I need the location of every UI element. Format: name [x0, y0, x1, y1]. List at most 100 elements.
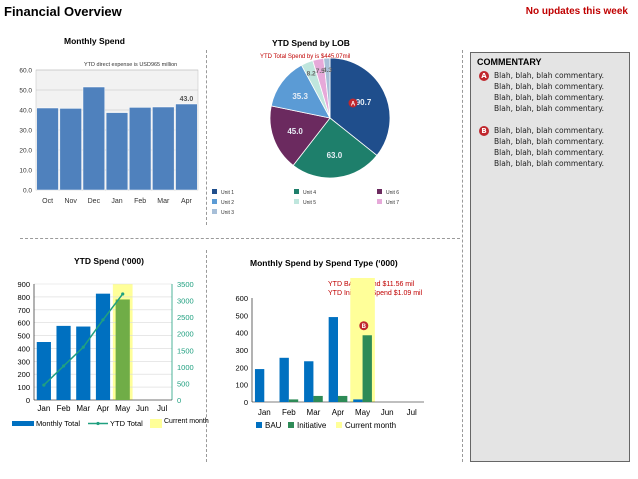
y-tick-label: 60.0	[19, 68, 32, 75]
bar	[76, 326, 91, 400]
x-tick-label: Mar	[76, 404, 90, 413]
legend-label: Monthly Total	[36, 419, 80, 428]
pie-slice	[269, 105, 331, 166]
x-tick-label: Mar	[307, 408, 321, 417]
x-tick-label: Jan	[111, 198, 122, 205]
commentary-panel: COMMENTARY A Blah, blah, blah commentary…	[470, 52, 630, 462]
y2-tick-label: 2500	[177, 313, 194, 322]
bar	[95, 293, 111, 400]
y-tick-label: 30.0	[19, 128, 32, 135]
slice-label: 7.5	[316, 68, 325, 75]
y-tick-label: 0	[244, 398, 248, 407]
legend-swatch	[336, 422, 342, 428]
line-point	[101, 318, 105, 322]
y2-tick-label: 1500	[177, 346, 194, 355]
legend-label: Unit 1	[221, 190, 234, 196]
y-tick-label: 400	[17, 344, 30, 353]
bar	[313, 395, 323, 402]
ytd-spend-lob-chart: YTD Spend by LOB YTD Total Spend by is $4…	[212, 38, 399, 216]
y-tick-label: 400	[235, 329, 248, 338]
y-tick-label: 700	[17, 306, 30, 315]
y-tick-label: 900	[17, 280, 30, 289]
chart-subtitle: YTD direct expense is USD965 million	[84, 62, 177, 68]
divider-bottom-vertical	[206, 250, 207, 462]
y-tick-label: 10.0	[19, 168, 32, 175]
legend-label: Unit 7	[386, 200, 399, 206]
legend-label: Unit 5	[303, 200, 316, 206]
y-tick-label: 300	[17, 357, 30, 366]
x-tick-label: Jun	[136, 404, 149, 413]
legend-swatch	[256, 422, 262, 428]
bar	[328, 317, 338, 402]
bar	[36, 342, 51, 400]
x-tick-label: May	[355, 408, 370, 417]
legend-swatch	[12, 421, 34, 426]
x-tick-label: Apr	[181, 198, 193, 205]
pie-slice	[292, 117, 378, 179]
bar	[175, 103, 198, 191]
y-tick-label: 100	[17, 383, 30, 392]
y-tick-label: 20.0	[19, 148, 32, 155]
commentary-text: Blah, blah, blah commentary. Blah, blah,…	[494, 71, 604, 113]
chart-title: Monthly Spend	[64, 36, 125, 46]
bar	[254, 369, 265, 402]
y2-tick-label: 2000	[177, 330, 194, 339]
bar	[36, 107, 59, 191]
commentary-title: COMMENTARY	[477, 57, 542, 67]
legend-swatch	[377, 189, 382, 194]
commentary-marker: B	[479, 126, 489, 136]
bar	[338, 395, 348, 402]
legend-label: Unit 2	[221, 200, 234, 206]
y2-tick-label: 3000	[177, 297, 194, 306]
x-tick-label: Feb	[57, 404, 71, 413]
legend-label: Current month	[164, 418, 209, 425]
y-tick-label: 200	[17, 370, 30, 379]
legend-label: Unit 4	[303, 190, 316, 196]
x-tick-label: Oct	[42, 198, 53, 205]
bar	[59, 108, 82, 191]
chart-subtitle: YTD Total Spend by is $445.07mil	[260, 54, 350, 60]
legend-swatch	[294, 199, 299, 204]
legend-label: Current month	[345, 421, 396, 430]
bar	[129, 107, 152, 191]
marker-b	[359, 321, 369, 331]
marker-a-label: A	[351, 102, 356, 108]
x-tick-label: Jan	[37, 404, 50, 413]
y-tick-label: 50.0	[19, 88, 32, 95]
bar	[288, 399, 299, 402]
x-tick-label: Mar	[157, 198, 170, 205]
y-tick-label: 600	[17, 319, 30, 328]
y2-tick-label: 500	[177, 379, 190, 388]
legend-label: YTD Total	[110, 419, 143, 428]
y2-tick-label: 0	[177, 396, 181, 405]
x-tick-label: May	[115, 404, 130, 413]
x-tick-label: Nov	[64, 198, 77, 205]
line-point	[42, 383, 46, 387]
line-point	[61, 364, 66, 368]
legend-swatch	[212, 189, 217, 194]
legend-label: Unit 3	[221, 210, 234, 216]
slice-label: 4.3	[323, 67, 332, 74]
y-tick-label: 0.0	[23, 188, 32, 195]
y2-tick-label: 3500	[177, 280, 194, 289]
commentary-marker: A	[479, 71, 489, 81]
ytd-spend-chart: YTD Spend (‘000) 0 100 200 300 400 500 600 700 80…	[12, 256, 209, 428]
legend-point	[96, 421, 100, 426]
page-title: Financial Overview	[4, 4, 122, 19]
line-point	[81, 345, 85, 349]
bar	[353, 399, 363, 402]
monthly-spend-chart: Monthly Spend YTD direct expense is USD96…	[19, 36, 199, 205]
y-tick-label: 0	[26, 396, 30, 405]
y-tick-label: 40.0	[19, 108, 32, 115]
slice-label: 90.7	[356, 98, 372, 107]
y-tick-label: 500	[235, 311, 248, 320]
bar	[362, 335, 372, 402]
bar	[115, 299, 130, 400]
x-tick-label: Apr	[332, 408, 345, 417]
x-tick-label: Feb	[282, 408, 296, 417]
y-tick-label: 600	[235, 294, 248, 303]
bar	[279, 357, 289, 402]
y-tick-label: 200	[235, 363, 248, 372]
commentary-text: Blah, blah, blah commentary. Blah, blah,…	[494, 126, 604, 168]
chart-title: Monthly Spend by Spend Type (‘000)	[250, 258, 398, 268]
